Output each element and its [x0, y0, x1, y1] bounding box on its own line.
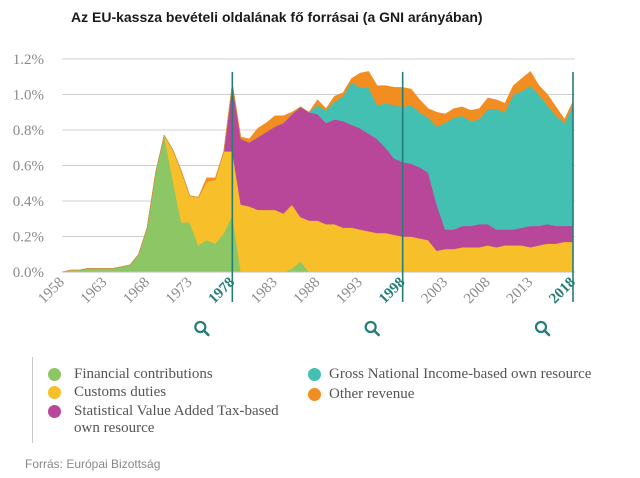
legend-marker-financial	[48, 368, 61, 381]
x-tick-label-highlight: 1998	[376, 275, 409, 308]
x-tick-label: 1968	[120, 275, 153, 308]
legend-label-vat: Statistical Value Added Tax-based own re…	[74, 403, 279, 436]
magnifier-icon	[534, 320, 548, 334]
legend-marker-vat	[48, 405, 61, 418]
y-tick-label: 1.2%	[13, 52, 44, 68]
x-tick-label: 1993	[333, 275, 366, 308]
x-tick-label: 1973	[163, 275, 196, 308]
legend-label-gni: Gross National Income-based own resource	[329, 366, 592, 382]
y-tick-label: 0.4%	[13, 194, 44, 210]
x-tick-label: 1988	[291, 275, 324, 308]
y-tick-label: 1.0%	[13, 88, 44, 104]
legend-label-financial: Financial contributions	[74, 366, 213, 382]
legend	[32, 357, 640, 443]
y-tick-label: 0.6%	[13, 159, 44, 175]
x-tick-label: 2003	[419, 275, 452, 308]
x-tick-label-highlight: 1978	[206, 275, 239, 308]
magnifier-handle	[372, 329, 380, 337]
magnifier-icon	[194, 320, 207, 334]
source-note: Forrás: Európai Bizottság	[25, 457, 161, 471]
legend-marker-other	[308, 388, 321, 401]
magnifier-handle	[543, 329, 551, 337]
y-tick-label: 0.2%	[13, 230, 44, 246]
x-tick-label: 1963	[78, 275, 111, 308]
magnifier-handle	[202, 329, 210, 337]
legend-label-customs: Customs duties	[74, 384, 167, 400]
stacked-area-chart: 0.0%0.2%0.4%0.6%0.8%1.0%1.2%1958 1963 1968…	[13, 52, 579, 337]
y-tick-label: 0.0%	[13, 265, 44, 281]
magnifier-icon	[364, 320, 377, 334]
legend-label-other: Other revenue	[329, 386, 415, 402]
x-tick-label: 2013	[504, 275, 537, 308]
legend-marker-gni	[308, 368, 321, 381]
x-tick-label: 1983	[248, 275, 281, 308]
y-tick-label: 0.8%	[13, 123, 44, 139]
x-tick-label: 2008	[461, 275, 494, 308]
x-tick-label-highlight: 2018	[546, 275, 579, 308]
chart-title: Az EU-kassza bevételi oldalának fő forrá…	[71, 9, 483, 25]
legend-marker-customs	[48, 386, 61, 399]
